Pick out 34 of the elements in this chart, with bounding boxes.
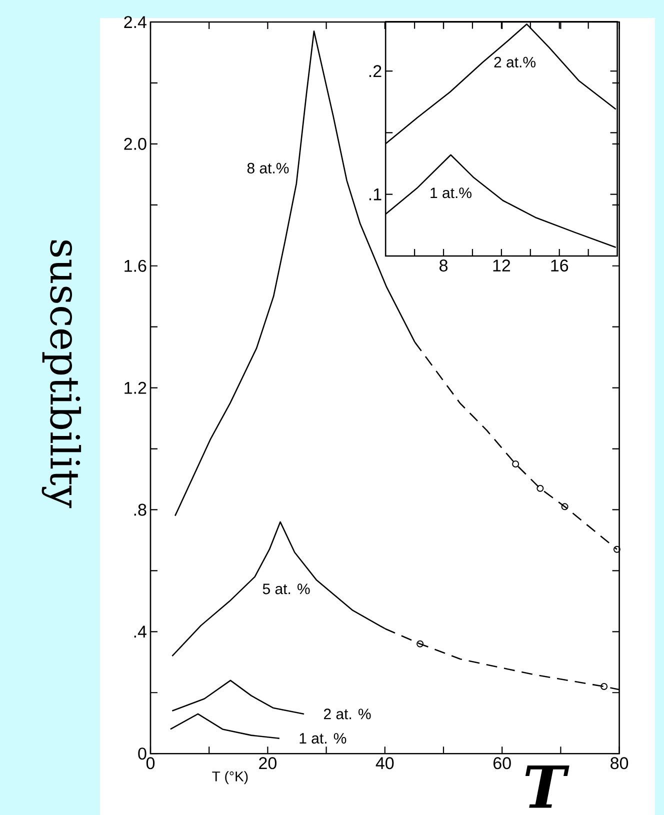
series-label: 8 at.% (247, 162, 289, 174)
y-tick-label: .2 (369, 65, 382, 77)
point (561, 503, 568, 510)
series-label: 2 at. % (324, 708, 371, 720)
line-series (170, 713, 280, 740)
x-tick-label: 60 (494, 757, 511, 770)
y-tick-label: .1 (369, 188, 382, 200)
y-tick-label: .8 (134, 504, 146, 516)
y-tick-label: 0 (138, 748, 146, 760)
x-tick-label: 80 (610, 757, 628, 770)
point (416, 640, 424, 648)
point (613, 546, 620, 553)
point (512, 460, 520, 468)
x-axis-title: T (°K) (212, 771, 248, 784)
y-tick-label: 2.4 (124, 16, 146, 28)
point (600, 683, 608, 690)
y-tick-label: .4 (134, 626, 146, 638)
x-tick-label: 8 (440, 260, 448, 272)
y-tick-label: 1.6 (124, 260, 146, 272)
series-label: 1 at. % (300, 733, 346, 744)
x-tick-label: 12 (493, 260, 510, 272)
line-series (172, 680, 305, 715)
series-label: 1 at.% (430, 188, 472, 198)
x-tick-label: 16 (551, 260, 568, 272)
x-tick-label: 40 (376, 757, 394, 770)
series-label: 5 at. % (262, 584, 310, 594)
point (536, 484, 544, 492)
series-label: 2 at.% (494, 56, 536, 68)
x-tick-label: 0 (146, 757, 155, 770)
y-axis-title: susceptibility (42, 240, 82, 508)
x-tick-label: 20 (259, 757, 276, 770)
y-tick-label: 2.0 (124, 138, 146, 150)
text: T (525, 765, 570, 808)
y-tick-label: 1.2 (124, 382, 146, 394)
